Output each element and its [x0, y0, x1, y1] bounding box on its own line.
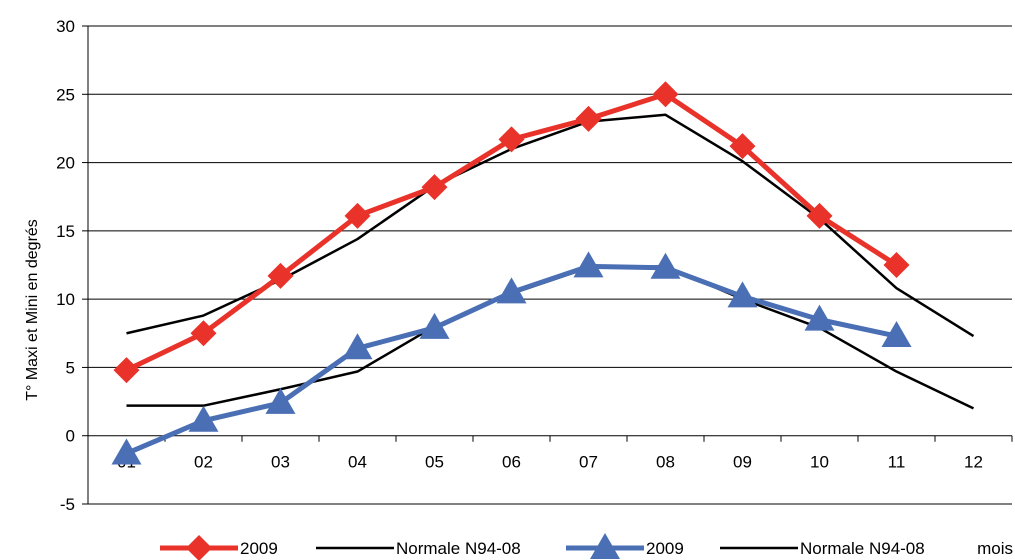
legend: 2009 Normale N94-08 2009 Normale N94-08 mois: [160, 533, 1013, 560]
triangle-marker: [881, 321, 912, 348]
y-tick-label: 15: [56, 222, 75, 241]
series-mini: [111, 251, 912, 465]
triangle-marker: [650, 252, 681, 279]
series-line-mini-normal: [126, 265, 975, 410]
series-layer: [111, 81, 975, 465]
diamond-marker: [344, 202, 371, 229]
legend-item-mini: 2009: [566, 533, 684, 559]
y-tick-label: 5: [66, 358, 75, 377]
x-tick-label: 04: [348, 453, 367, 472]
legend-item-maxi-normal: Normale N94-08: [316, 539, 521, 558]
triangle-marker: [804, 304, 835, 331]
gridlines: [88, 25, 1012, 505]
legend-item-mini-normal: Normale N94-08: [720, 539, 925, 558]
triangle-marker: [342, 333, 373, 360]
legend-item-maxi: 2009: [160, 535, 278, 560]
x-axis-label: mois: [977, 539, 1013, 558]
y-axis-label: T° Maxi et Mini en degrés: [24, 219, 41, 401]
series-line-maxi-normal: [126, 113, 975, 338]
legend-label: Normale N94-08: [396, 539, 521, 558]
x-tick-label: 07: [579, 453, 598, 472]
legend-label: Normale N94-08: [800, 539, 925, 558]
triangle-marker: [590, 533, 620, 559]
diamond-marker: [575, 105, 602, 132]
x-tick-label: 06: [502, 453, 521, 472]
series-maxi-normal: [126, 113, 975, 338]
triangle-marker: [265, 387, 296, 414]
y-tick-label: 10: [56, 290, 75, 309]
legend-label: 2009: [240, 539, 278, 558]
y-tick-label: 0: [66, 427, 75, 446]
y-tick-label: 25: [56, 85, 75, 104]
diamond-marker: [729, 133, 756, 160]
diamond-marker: [421, 174, 448, 201]
x-tick-label: 05: [425, 453, 444, 472]
diamond-marker: [267, 262, 294, 289]
triangle-marker: [188, 405, 219, 432]
axes: [82, 25, 1013, 505]
y-tick-label: 20: [56, 154, 75, 173]
triangle-marker: [727, 281, 758, 308]
x-tick-label: 11: [888, 453, 906, 472]
diamond-marker: [186, 535, 212, 560]
y-tick-labels: -5 0 5 10 15 20 25 30: [56, 17, 75, 514]
x-tick-label: 02: [194, 453, 213, 472]
x-tick-label: 12: [964, 453, 983, 472]
diamond-marker: [652, 81, 679, 108]
diamond-marker: [190, 320, 217, 347]
y-tick-label: -5: [60, 495, 75, 514]
diamond-marker: [498, 126, 525, 153]
triangle-marker: [496, 277, 527, 304]
x-tick-label: 09: [733, 453, 752, 472]
diamond-marker: [806, 202, 833, 229]
x-tick-labels: 010203040506070809101112: [117, 453, 983, 472]
legend-label: 2009: [646, 539, 684, 558]
x-tick-label: 08: [656, 453, 675, 472]
diamond-marker: [883, 252, 910, 278]
x-tick-label: 10: [810, 453, 829, 472]
diamond-marker: [113, 357, 140, 384]
y-tick-label: 30: [56, 17, 75, 36]
x-tick-label: 03: [271, 453, 290, 472]
series-mini-normal: [126, 265, 975, 410]
triangle-marker: [573, 251, 604, 278]
series-maxi: [113, 81, 910, 384]
triangle-marker: [111, 438, 142, 465]
triangle-marker: [419, 312, 450, 339]
